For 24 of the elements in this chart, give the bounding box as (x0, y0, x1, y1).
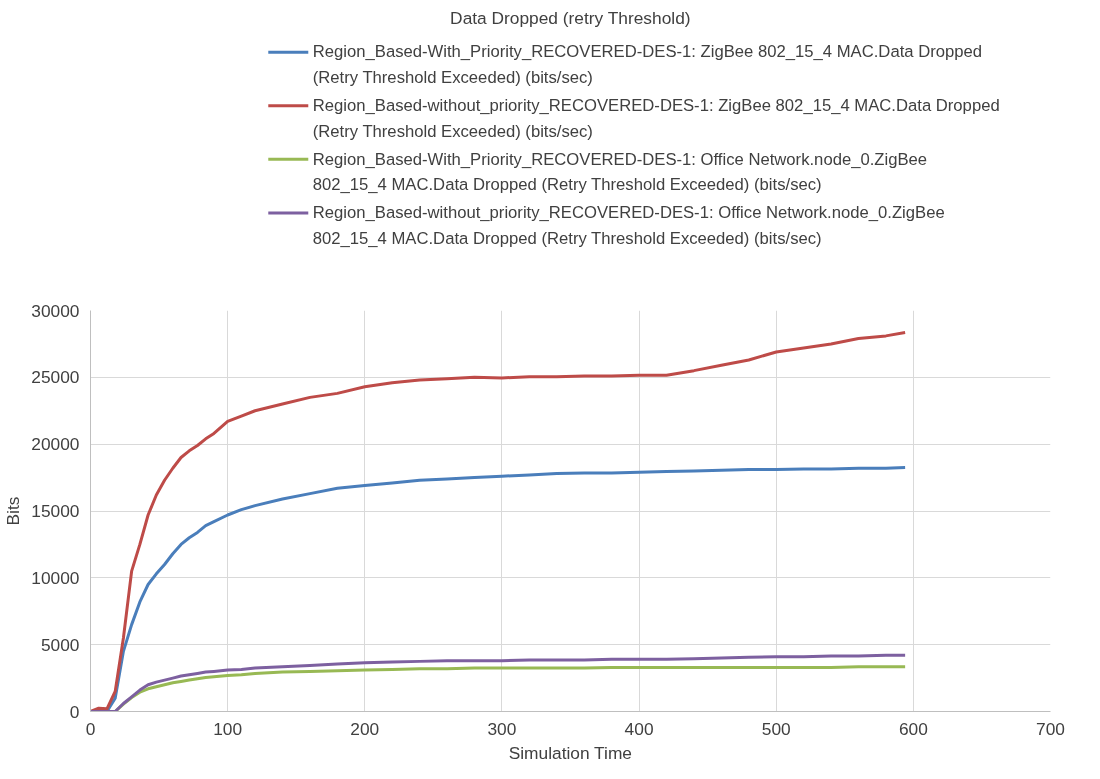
x-tick-label: 700 (1036, 718, 1065, 739)
legend-label: Region_Based-without_priority_RECOVERED-DES-1: ZigBee 802_15_4 MAC.Data Dropped (Retry Threshold Exceeded) (bits/sec) (312, 95, 1000, 141)
y-tick-label: 25000 (31, 367, 80, 388)
x-tick-label: 500 (761, 718, 791, 739)
x-tick-label: 300 (487, 718, 517, 739)
y-tick-label: 0 (69, 701, 80, 722)
x-tick-label: 400 (624, 718, 654, 739)
legend-label: Region_Based-without_priority_RECOVERED-DES-1: Office Network.node_0.ZigBee 802_15_4 MAC.Data Dropped (Retry Threshold Exceeded) (bits/sec) (312, 203, 945, 248)
y-axis-title: Bits (3, 496, 24, 526)
y-tick-label: 5000 (40, 634, 80, 655)
x-tick-label: 200 (350, 718, 380, 739)
y-tick-label: 20000 (31, 434, 80, 455)
x-axis-title: Simulation Time (508, 742, 632, 763)
x-tick-label: 0 (85, 718, 96, 739)
chart-title: Data Dropped (retry Threshold) (450, 7, 691, 28)
y-tick-label: 15000 (31, 501, 80, 521)
x-tick-label: 100 (213, 718, 243, 739)
x-tick-label: 600 (898, 718, 928, 739)
legend-label: Region_Based-With_Priority_RECOVERED-DES-1: ZigBee 802_15_4 MAC.Data Dropped (Retry Threshold Exceeded) (bits/sec) (312, 42, 983, 87)
line-series (90, 653, 907, 712)
y-tick-label: 10000 (31, 567, 80, 588)
y-tick-label: 30000 (31, 300, 80, 321)
legend-label: Region_Based-With_Priority_RECOVERED-DES-1: Office Network.node_0.ZigBee 802_15_4 MAC.Data Dropped (Retry Threshold Exceeded) (bits/sec) (312, 149, 928, 195)
line-series (90, 331, 907, 712)
